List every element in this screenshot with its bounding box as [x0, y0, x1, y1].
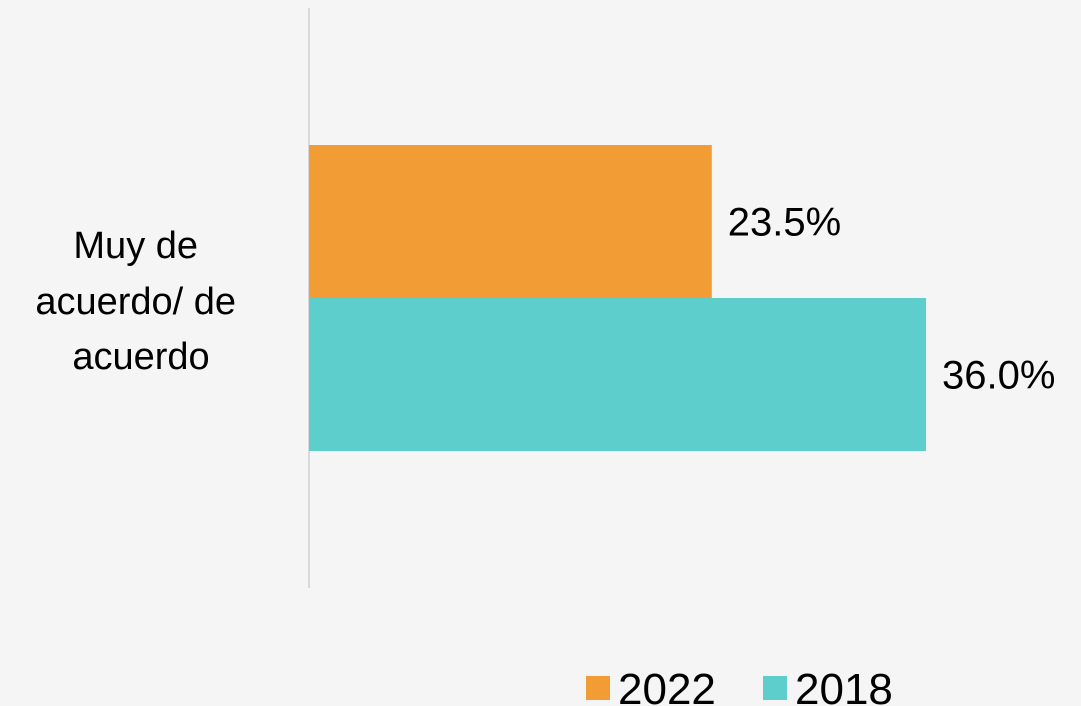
legend-swatch-2022: [586, 676, 610, 700]
bars-group: [309, 145, 927, 451]
legend-label-2022: 2022: [618, 665, 716, 706]
category-label-line: acuerdo: [72, 336, 209, 378]
legend-swatch-2018: [763, 676, 787, 700]
category-label: Muy de acuerdo/ de acuerdo: [35, 225, 246, 378]
bar-2018: [309, 298, 927, 451]
data-label-2022: 23.5%: [728, 201, 841, 245]
data-label-2018: 36.0%: [942, 354, 1055, 398]
legend: 2022 2018: [586, 665, 893, 706]
data-labels-group: 23.5% 36.0%: [728, 201, 1056, 398]
bar-2022: [309, 145, 712, 298]
category-label-line: Muy de: [73, 225, 198, 267]
legend-label-2018: 2018: [795, 665, 893, 706]
category-label-line: acuerdo/ de: [35, 281, 236, 323]
